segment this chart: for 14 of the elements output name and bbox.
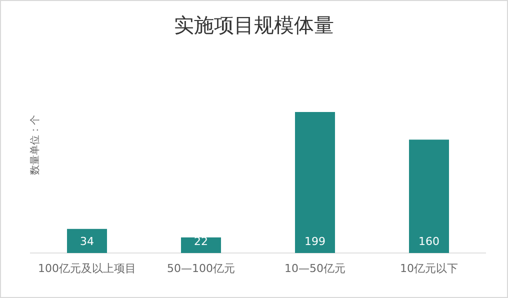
data-label: 199 bbox=[304, 235, 326, 248]
bar bbox=[181, 237, 221, 253]
bar bbox=[67, 228, 107, 253]
bar bbox=[409, 140, 449, 253]
x-tick-label: 10亿元以下 bbox=[400, 262, 458, 275]
data-label: 160 bbox=[418, 235, 440, 248]
x-tick-label: 10—50亿元 bbox=[284, 262, 346, 275]
data-label: 34 bbox=[80, 235, 94, 248]
data-label: 22 bbox=[194, 235, 208, 248]
x-tick-label: 50—100亿元 bbox=[167, 262, 235, 275]
y-axis-title: 数量单位：个 bbox=[29, 115, 41, 175]
chart-title: 实施项目规模体量 bbox=[174, 13, 334, 37]
bar bbox=[295, 112, 335, 253]
x-tick-label: 100亿元及以上项目 bbox=[38, 262, 136, 275]
